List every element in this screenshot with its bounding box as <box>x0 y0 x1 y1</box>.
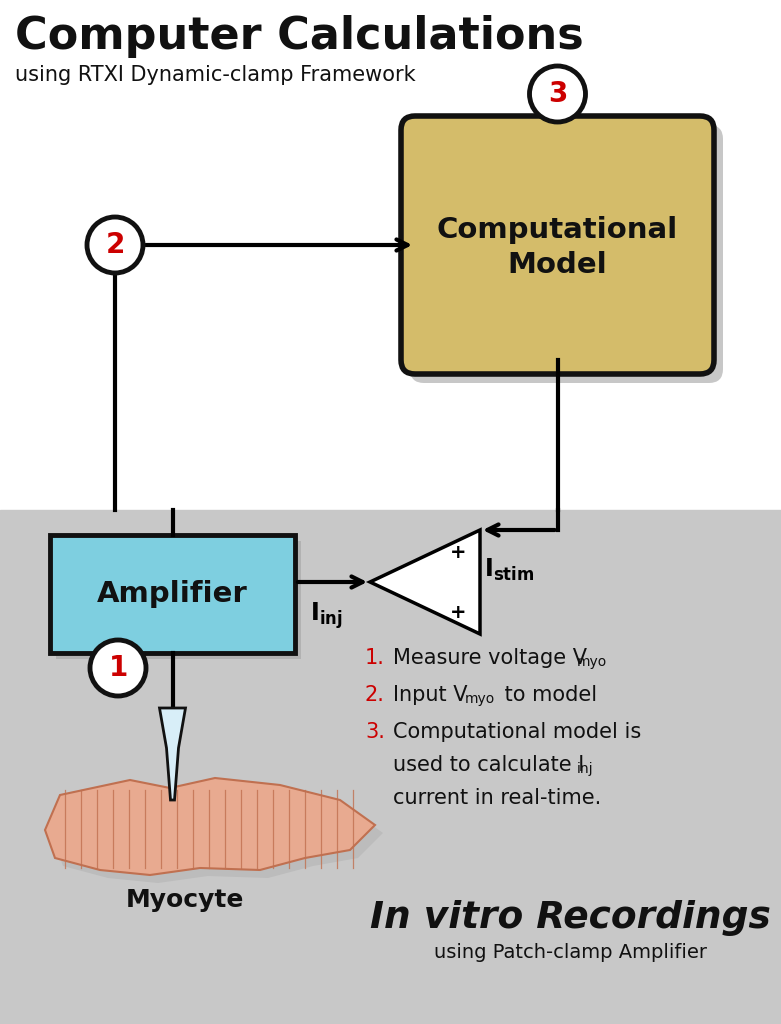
Text: Amplifier: Amplifier <box>97 580 248 608</box>
Text: Model: Model <box>508 251 608 279</box>
Text: $\mathbf{I_{stim}}$: $\mathbf{I_{stim}}$ <box>484 557 534 583</box>
Polygon shape <box>45 778 375 874</box>
Text: Input V: Input V <box>393 685 468 705</box>
Bar <box>56 541 301 659</box>
Text: Myocyte: Myocyte <box>126 888 244 912</box>
Text: 2.: 2. <box>365 685 385 705</box>
Text: 3: 3 <box>547 80 567 108</box>
Text: 3.: 3. <box>365 722 385 742</box>
Text: 2: 2 <box>105 231 125 259</box>
Text: to model: to model <box>498 685 597 705</box>
Text: +: + <box>450 602 466 622</box>
Text: using Patch-clamp Amplifier: using Patch-clamp Amplifier <box>433 943 707 962</box>
Polygon shape <box>53 786 383 883</box>
Polygon shape <box>370 530 480 634</box>
Text: current in real-time.: current in real-time. <box>393 788 601 808</box>
Text: using RTXI Dynamic-clamp Framework: using RTXI Dynamic-clamp Framework <box>15 65 415 85</box>
Text: $\mathbf{I_{inj}}$: $\mathbf{I_{inj}}$ <box>310 600 343 631</box>
Text: 1.: 1. <box>365 648 385 668</box>
Text: Computational: Computational <box>437 216 678 244</box>
Bar <box>0 510 781 1024</box>
FancyBboxPatch shape <box>401 116 714 374</box>
Circle shape <box>87 217 143 273</box>
Polygon shape <box>159 708 186 800</box>
Bar <box>0 0 781 510</box>
Circle shape <box>90 640 146 696</box>
Text: used to calculate I: used to calculate I <box>393 755 584 775</box>
Text: Computational model is: Computational model is <box>393 722 641 742</box>
Text: Measure voltage V: Measure voltage V <box>393 648 587 668</box>
Text: In vitro Recordings: In vitro Recordings <box>369 900 770 936</box>
FancyBboxPatch shape <box>410 125 723 383</box>
Text: +: + <box>450 543 466 561</box>
Text: 1: 1 <box>109 654 127 682</box>
Text: myo: myo <box>577 655 608 669</box>
Text: myo: myo <box>465 692 495 706</box>
Text: inj: inj <box>577 762 594 776</box>
Bar <box>50 535 295 653</box>
Text: Computer Calculations: Computer Calculations <box>15 15 583 58</box>
Circle shape <box>530 66 586 122</box>
